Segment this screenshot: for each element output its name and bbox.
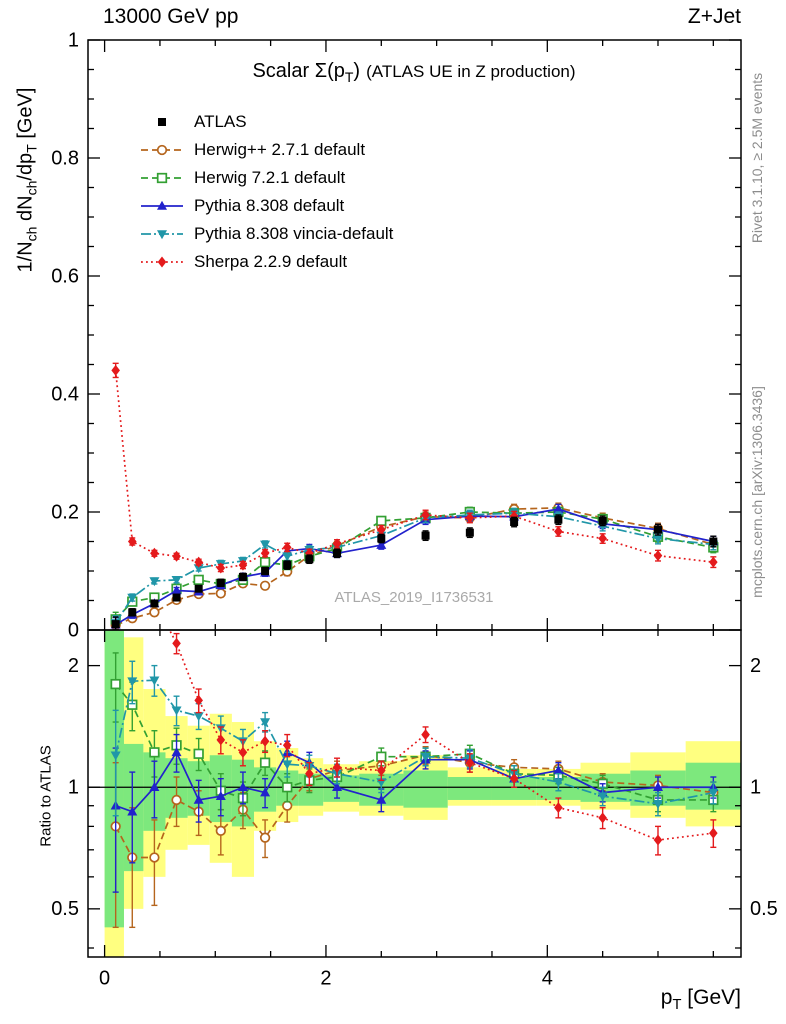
svg-text:0.2: 0.2: [51, 501, 79, 523]
svg-text:0.4: 0.4: [51, 383, 79, 405]
beam-energy-label: 13000 GeV pp: [103, 5, 239, 28]
legend-marker-sherpa: [141, 256, 183, 268]
legend-marker-pythia: [141, 200, 183, 210]
y-axis-label-main: 1/Nch dNch/dpT [GeV]: [14, 87, 40, 273]
legend-label: Pythia 8.308 vincia-default: [194, 224, 394, 243]
ratio-plot-frame: [87, 629, 742, 958]
legend-label: Pythia 8.308 default: [194, 196, 345, 215]
svg-text:0.8: 0.8: [51, 147, 79, 169]
legend-label: ATLAS: [194, 112, 247, 131]
legend-label: Sherpa 2.2.9 default: [194, 252, 348, 271]
plot-title-note: (ATLAS UE in Z production): [366, 62, 576, 81]
y-axis-label-ratio: Ratio to ATLAS: [37, 745, 55, 847]
legend: ATLAS Herwig++ 2.7.1 default Herwig 7.2.1 …: [140, 108, 393, 276]
series-sherpa: [168, 630, 718, 856]
svg-text:0: 0: [68, 619, 79, 641]
legend-marker-herwig7: [141, 172, 183, 184]
process-label: Z+Jet: [687, 5, 741, 28]
plot-title-observable: Scalar Σ(pT): [252, 60, 361, 85]
legend-item-vincia: Pythia 8.308 vincia-default: [140, 220, 393, 248]
analysis-watermark: ATLAS_2019_I1736531: [334, 589, 494, 606]
mcplots-citation-label: mcplots.cern.ch [arXiv:1306.3436]: [749, 386, 765, 598]
series-atlas: [111, 514, 718, 630]
legend-item-sherpa: Sherpa 2.2.9 default: [140, 248, 393, 276]
svg-text:0: 0: [99, 967, 110, 989]
svg-text:1: 1: [750, 777, 761, 799]
legend-item-herwigpp: Herwig++ 2.7.1 default: [140, 136, 393, 164]
axis-tick-labels: 0 0.2 0.4 0.6 0.8 1 0.5 0.5 1 1 2 2 0 2 4: [51, 29, 778, 989]
legend-marker-atlas: [158, 118, 166, 126]
main-series-group: [110, 362, 719, 630]
svg-text:1: 1: [68, 29, 79, 51]
svg-text:0.5: 0.5: [750, 898, 778, 920]
svg-text:2: 2: [320, 967, 331, 989]
ratio-series-group: [110, 630, 719, 929]
legend-item-herwig7: Herwig 7.2.1 default: [140, 164, 393, 192]
series-sherpa: [111, 362, 718, 574]
rivet-version-label: Rivet 3.1.10, ≥ 2.5M events: [749, 72, 765, 244]
plot-title: Scalar Σ(pT) (ATLAS UE in Z production): [252, 60, 575, 85]
legend-marker-herwigpp: [141, 144, 183, 156]
axis-ticks: [88, 39, 741, 957]
x-axis-label: pT [GeV]: [660, 986, 741, 1014]
legend-label: Herwig++ 2.7.1 default: [194, 140, 366, 159]
legend-item-pythia: Pythia 8.308 default: [140, 192, 393, 220]
legend-item-atlas: ATLAS: [140, 108, 393, 136]
svg-text:1: 1: [68, 777, 79, 799]
legend-marker-vincia: [141, 230, 183, 240]
svg-text:4: 4: [542, 967, 553, 989]
legend-label: Herwig 7.2.1 default: [194, 168, 346, 187]
svg-text:2: 2: [750, 655, 761, 677]
svg-text:0.5: 0.5: [51, 898, 79, 920]
svg-text:0.6: 0.6: [51, 265, 79, 287]
svg-text:2: 2: [68, 655, 79, 677]
